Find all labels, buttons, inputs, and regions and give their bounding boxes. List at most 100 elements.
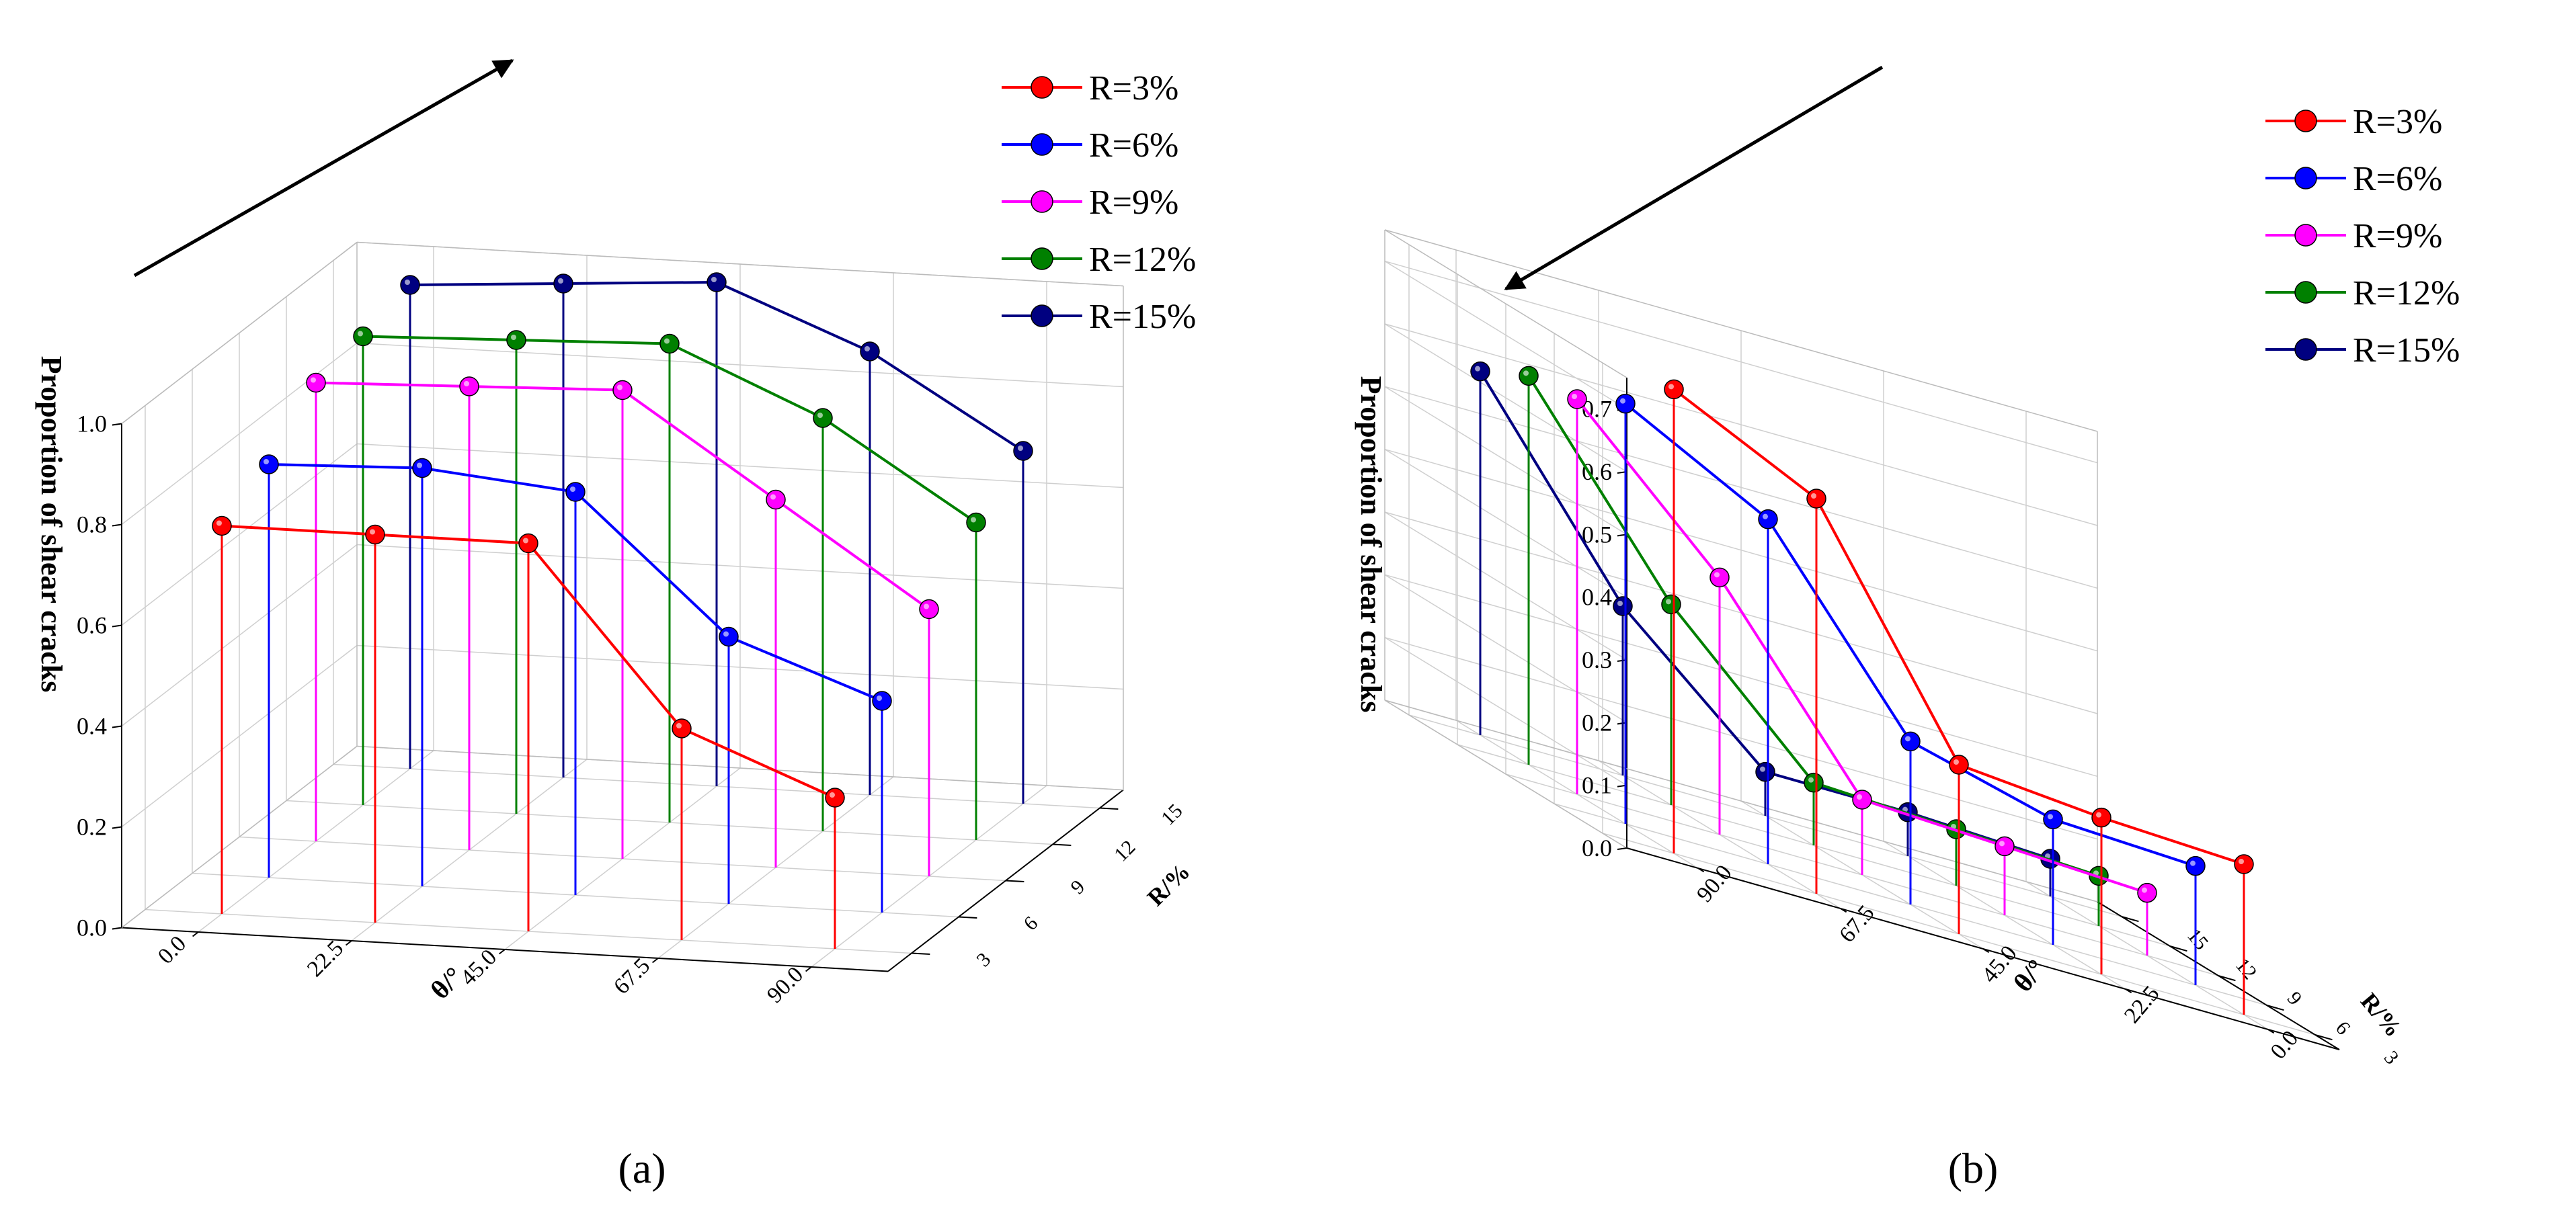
legend-marker	[2294, 167, 2317, 189]
x-tick	[498, 949, 506, 955]
back-edge	[356, 745, 1124, 791]
point-highlight	[358, 331, 363, 337]
point-R=12%	[1804, 772, 1824, 793]
point-highlight	[664, 338, 670, 344]
point-highlight	[216, 520, 222, 526]
z-tick-label: 0.0	[77, 915, 107, 941]
point-R=15%	[1613, 596, 1633, 616]
point-highlight	[405, 280, 410, 285]
point-R=12%	[659, 333, 680, 354]
point-R=6%	[2185, 855, 2206, 876]
point-highlight	[1905, 736, 1910, 742]
point-highlight	[1954, 759, 1959, 765]
legend-label: R=12%	[1089, 241, 1196, 279]
point-R=12%	[353, 326, 373, 347]
y-tick	[958, 916, 977, 919]
z-tick	[112, 725, 122, 728]
point-highlight	[1620, 398, 1625, 404]
y-tick-label: 12	[1110, 836, 1140, 866]
point-R=12%	[813, 408, 833, 428]
point-highlight	[2239, 859, 2244, 864]
z-tick-label: 0.6	[1582, 458, 1612, 485]
legend-label: R=6%	[1089, 126, 1178, 165]
point-R=3%	[672, 718, 692, 739]
point-R=6%	[1615, 393, 1636, 414]
point-highlight	[864, 346, 870, 351]
back-edge	[356, 241, 1124, 287]
point-R=15%	[1755, 761, 1775, 782]
point-R=15%	[553, 273, 573, 294]
point-R=12%	[966, 512, 986, 533]
point-highlight	[1572, 394, 1577, 399]
point-highlight	[2190, 860, 2196, 866]
series-R=3%	[212, 515, 845, 949]
point-R=15%	[400, 275, 420, 295]
legend-label: R=12%	[2353, 274, 2460, 312]
z-tick-label: 0.2	[1582, 709, 1612, 736]
legend-marker	[1031, 76, 1053, 99]
point-highlight	[1999, 841, 2005, 847]
series-R=6%	[259, 454, 892, 913]
point-R=9%	[919, 599, 939, 620]
point-highlight	[464, 381, 469, 386]
point-R=3%	[2234, 854, 2254, 874]
point-R=15%	[707, 272, 727, 292]
z-tick-label: 0.4	[1582, 584, 1612, 611]
point-highlight	[311, 377, 316, 383]
point-highlight	[523, 538, 528, 544]
legend-label: R=9%	[1089, 183, 1178, 222]
x-tick-label: 90.0	[762, 962, 808, 1008]
z-tick	[112, 927, 122, 930]
point-highlight	[1760, 766, 1765, 772]
point-R=12%	[506, 330, 526, 350]
back-edge	[1384, 229, 2098, 432]
legend-marker	[1031, 304, 1053, 327]
z-tick	[1617, 847, 1627, 850]
z-tick-label: 0.5	[1582, 521, 1612, 548]
point-highlight	[558, 278, 563, 284]
point-R=15%	[1470, 361, 1490, 382]
point-R=3%	[1806, 489, 1826, 509]
point-highlight	[1763, 513, 1768, 519]
point-R=15%	[1013, 441, 1033, 461]
x-tick	[1982, 948, 1990, 954]
back-edge	[121, 745, 358, 929]
z-tick-label: 0.4	[77, 713, 107, 740]
point-highlight	[1018, 446, 1023, 451]
point-R=9%	[2137, 882, 2157, 903]
z-tick-label: 0.8	[77, 511, 107, 538]
legend-label: R=15%	[2353, 331, 2460, 370]
point-highlight	[830, 792, 835, 798]
y-axis-title: R/%	[2356, 988, 2407, 1042]
legend-marker	[2294, 281, 2317, 304]
z-tick	[112, 423, 122, 426]
legend-marker	[2294, 224, 2317, 247]
x-tick	[1697, 868, 1705, 873]
point-highlight	[370, 529, 375, 535]
back-edge	[1384, 700, 2098, 902]
x-tick-label: 22.5	[303, 936, 348, 982]
point-highlight	[417, 462, 422, 468]
point-highlight	[2142, 887, 2147, 893]
x-tick	[1840, 908, 1847, 913]
y-tick	[1005, 880, 1024, 883]
point-R=6%	[872, 691, 892, 711]
point-R=3%	[1664, 379, 1684, 400]
point-highlight	[770, 494, 776, 500]
point-highlight	[924, 603, 929, 609]
legend-marker	[1031, 247, 1053, 270]
point-highlight	[1617, 601, 1623, 606]
point-R=9%	[766, 489, 786, 510]
z-tick-label: 0.2	[77, 814, 107, 841]
z-tick	[112, 523, 122, 527]
point-highlight	[1857, 794, 1862, 800]
z-tick	[112, 826, 122, 829]
y-tick-label: 15	[1157, 800, 1187, 830]
z-tick-label: 0.6	[77, 612, 107, 639]
y-axis-title: R/%	[1142, 858, 1195, 911]
z-tick-label: 1.0	[77, 411, 107, 437]
x-tick	[345, 940, 352, 946]
legend-marker	[1031, 133, 1053, 156]
point-highlight	[1808, 777, 1814, 783]
